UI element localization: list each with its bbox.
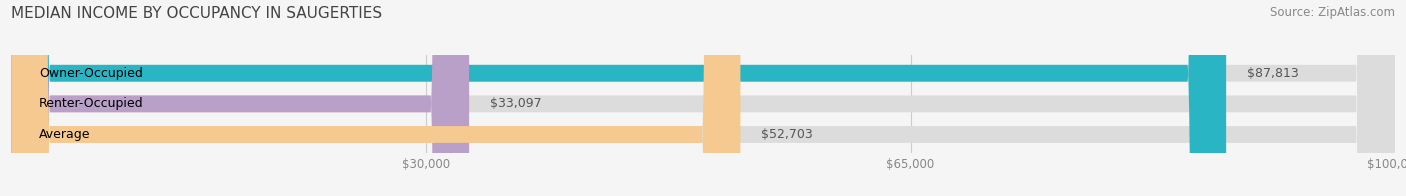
FancyBboxPatch shape xyxy=(11,0,1226,196)
FancyBboxPatch shape xyxy=(11,0,470,196)
FancyBboxPatch shape xyxy=(11,0,1395,196)
Text: Renter-Occupied: Renter-Occupied xyxy=(39,97,143,110)
Text: Owner-Occupied: Owner-Occupied xyxy=(39,67,143,80)
FancyBboxPatch shape xyxy=(11,0,1395,196)
Text: $87,813: $87,813 xyxy=(1247,67,1299,80)
Text: Source: ZipAtlas.com: Source: ZipAtlas.com xyxy=(1270,6,1395,19)
Text: $52,703: $52,703 xyxy=(761,128,813,141)
Text: $33,097: $33,097 xyxy=(489,97,541,110)
FancyBboxPatch shape xyxy=(11,0,741,196)
FancyBboxPatch shape xyxy=(11,0,1395,196)
Text: MEDIAN INCOME BY OCCUPANCY IN SAUGERTIES: MEDIAN INCOME BY OCCUPANCY IN SAUGERTIES xyxy=(11,6,382,21)
Text: Average: Average xyxy=(39,128,90,141)
